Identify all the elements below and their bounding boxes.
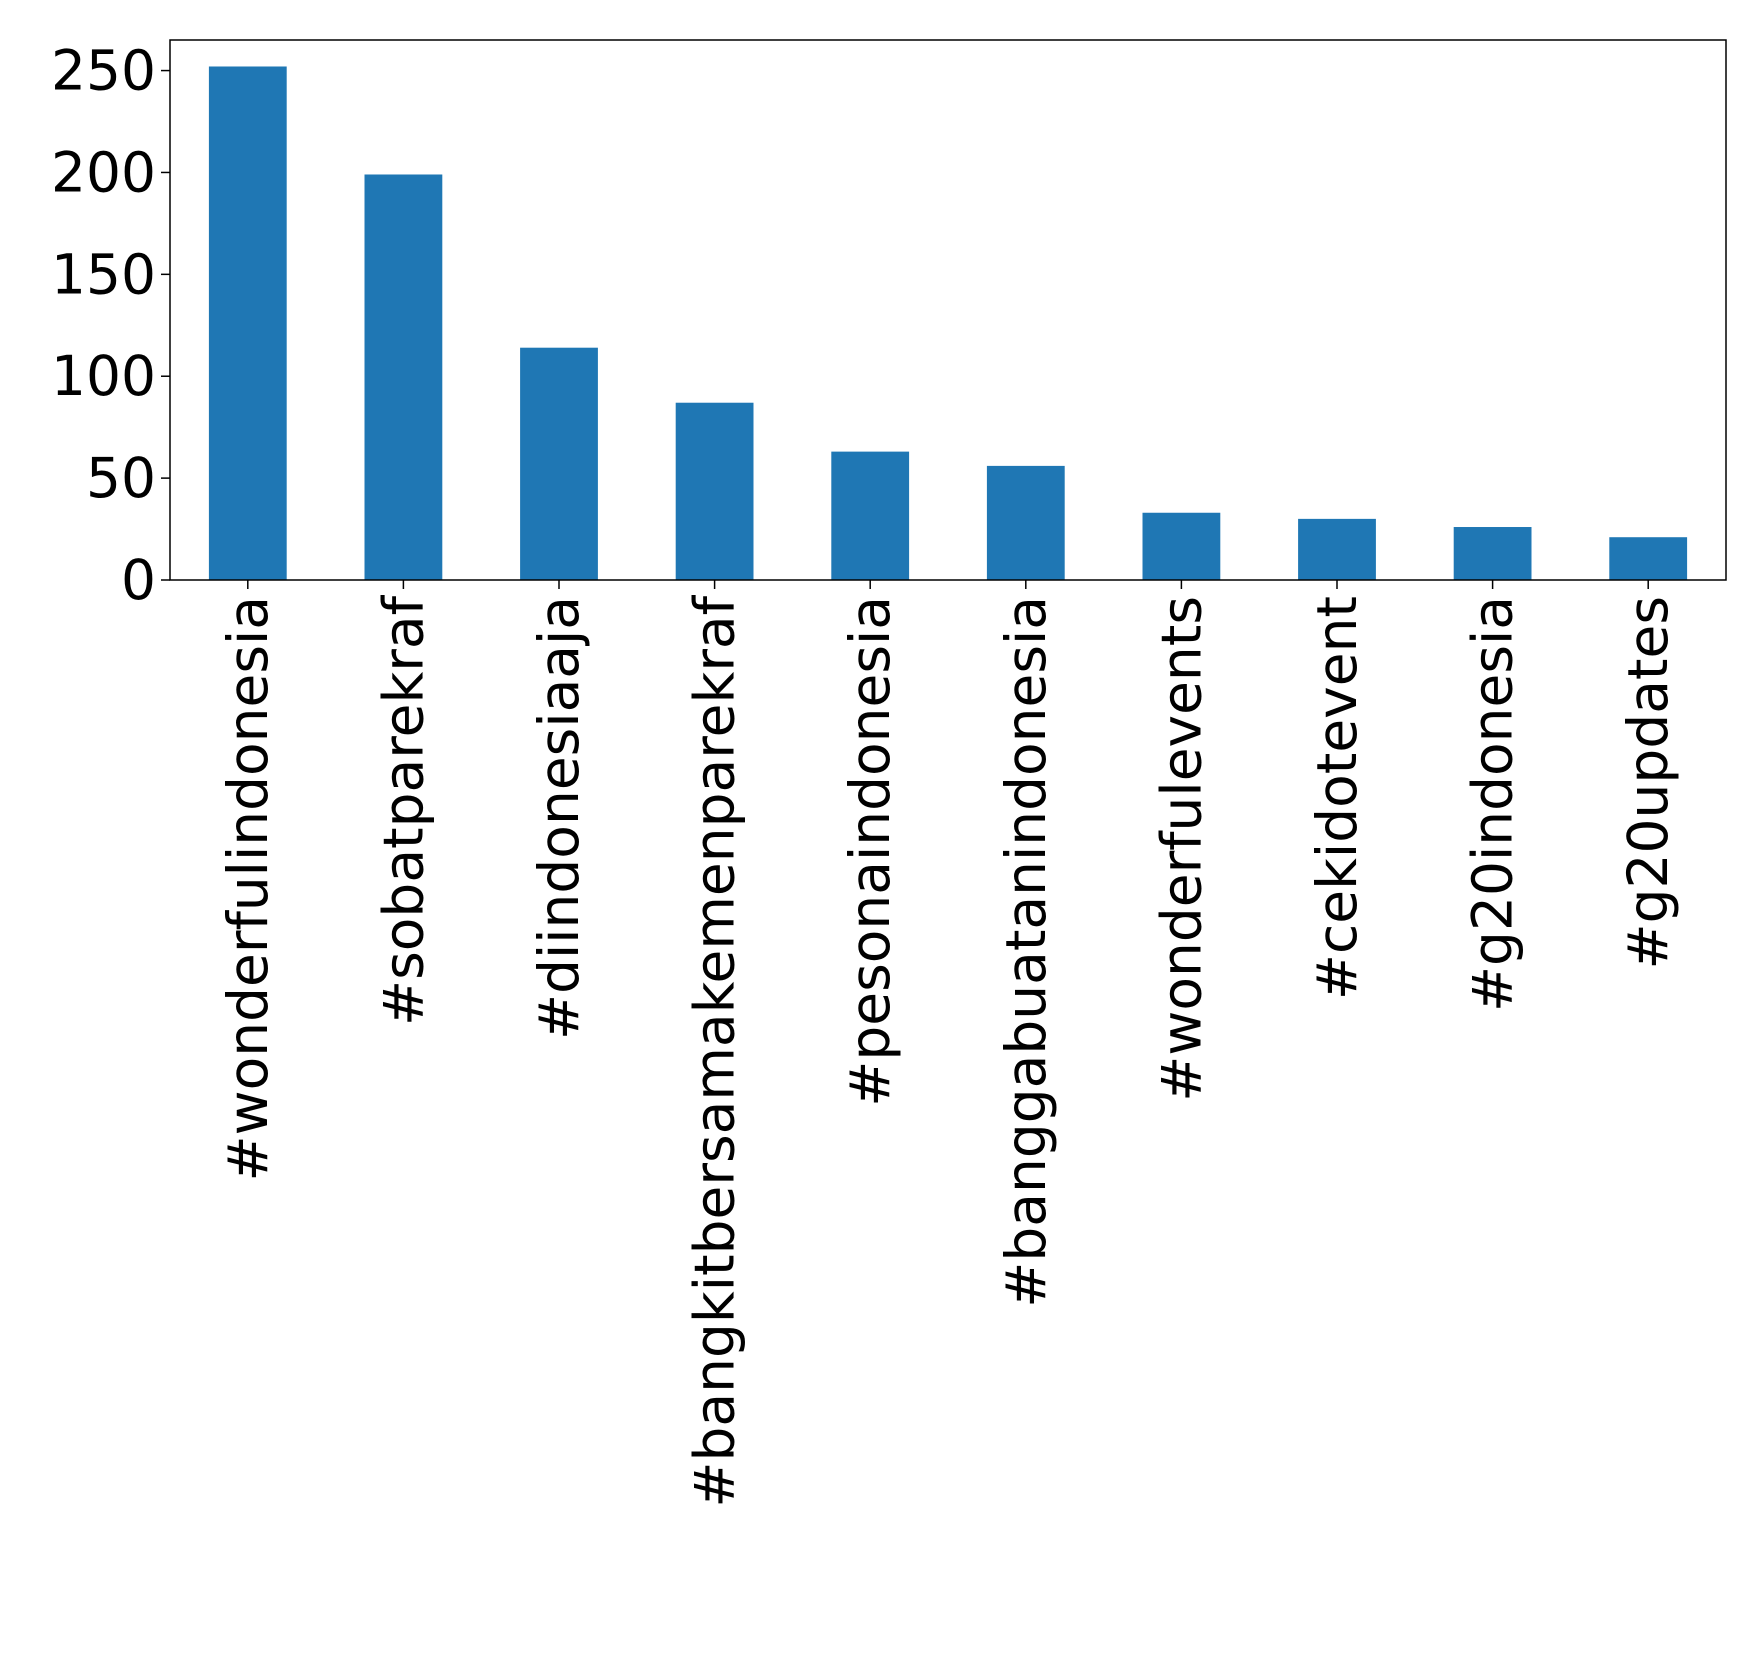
bar-cekidotevent [1298, 518, 1376, 580]
bar-g20updates [1609, 537, 1688, 580]
y-axis: 0 50 100 150 200 250 [51, 39, 170, 612]
y-tick-label: 250 [51, 39, 156, 103]
bar-banggabuatanindonesia [986, 465, 1065, 580]
bar-sobatparekraf [364, 174, 443, 581]
bar-diindonesiaaja [520, 347, 598, 580]
plot-frame [169, 39, 1727, 581]
bar-wonderfulindonesia [208, 66, 287, 581]
x-tick-label: #banggabuatanindonesia [994, 596, 1058, 1308]
y-tick-label: 150 [51, 242, 156, 306]
y-tick-label: 0 [121, 548, 156, 612]
x-tick-label: #wonderfulindonesia [216, 596, 280, 1181]
bar-pesonaindonesia [831, 451, 910, 580]
bar-wonderfulevents [1142, 512, 1221, 580]
bar-g20indonesia [1453, 527, 1532, 580]
x-tick-label: #diindonesiaaja [527, 596, 591, 1040]
bars-layer [208, 66, 1688, 581]
x-tick-label: #wonderfulevents [1149, 596, 1213, 1102]
x-tick-label: #pesonaindonesia [838, 596, 902, 1107]
y-tick-label: 100 [51, 344, 156, 408]
y-tick-label: 200 [51, 140, 156, 204]
x-tick-label: #g20updates [1616, 596, 1680, 969]
x-tick-label: #g20indonesia [1461, 596, 1525, 1012]
x-axis: #wonderfulindonesia #sobatparekraf #diindo… [216, 580, 1680, 1508]
bar-bangkitbersamakemenparekraf [675, 402, 754, 580]
x-tick-label: #cekidotevent [1305, 596, 1369, 1000]
x-tick-label: #sobatparekraf [371, 594, 435, 1026]
x-tick-label: #bangkitbersamakemenparekraf [683, 594, 747, 1507]
y-tick-label: 50 [86, 446, 156, 510]
